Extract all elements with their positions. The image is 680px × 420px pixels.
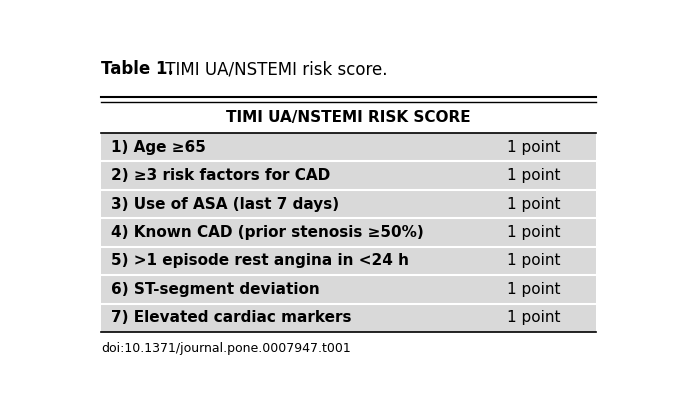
Bar [101, 190, 596, 218]
Text: 2) ≥3 risk factors for CAD: 2) ≥3 risk factors for CAD [112, 168, 330, 183]
Text: Table 1.: Table 1. [101, 60, 173, 78]
Text: 3) Use of ASA (last 7 days): 3) Use of ASA (last 7 days) [112, 197, 339, 212]
Text: doi:10.1371/journal.pone.0007947.t001: doi:10.1371/journal.pone.0007947.t001 [101, 342, 351, 355]
Text: 7) Elevated cardiac markers: 7) Elevated cardiac markers [112, 310, 352, 326]
Bar [101, 161, 596, 190]
Text: 1 point: 1 point [507, 168, 560, 183]
Bar [101, 103, 596, 133]
Text: 1 point: 1 point [507, 197, 560, 212]
Text: 6) ST-segment deviation: 6) ST-segment deviation [112, 282, 320, 297]
Text: 1 point: 1 point [507, 282, 560, 297]
Text: 1 point: 1 point [507, 139, 560, 155]
Text: TIMI UA/NSTEMI risk score.: TIMI UA/NSTEMI risk score. [160, 60, 388, 78]
Text: 5) >1 episode rest angina in <24 h: 5) >1 episode rest angina in <24 h [112, 253, 409, 268]
Text: 4) Known CAD (prior stenosis ≥50%): 4) Known CAD (prior stenosis ≥50%) [112, 225, 424, 240]
Bar [101, 133, 596, 161]
Text: 1) Age ≥65: 1) Age ≥65 [112, 139, 206, 155]
Text: 1 point: 1 point [507, 310, 560, 326]
Bar [101, 247, 596, 275]
Text: 1 point: 1 point [507, 253, 560, 268]
Bar [101, 304, 596, 332]
Bar [101, 275, 596, 304]
Text: 1 point: 1 point [507, 225, 560, 240]
Text: TIMI UA/NSTEMI RISK SCORE: TIMI UA/NSTEMI RISK SCORE [226, 110, 471, 126]
Bar [101, 218, 596, 247]
